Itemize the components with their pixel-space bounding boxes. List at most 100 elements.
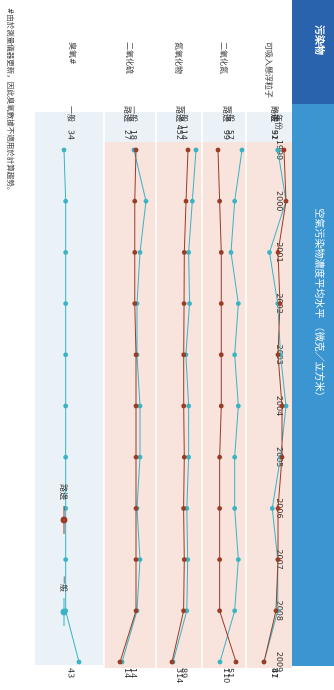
roadside-bands xyxy=(104,142,292,668)
data-point-general xyxy=(217,659,223,665)
data-point-general xyxy=(186,403,192,409)
data-point-general xyxy=(232,454,238,460)
series-name-label: 路邊 xyxy=(222,106,232,122)
data-point-general xyxy=(63,352,69,358)
start-value-label: 57 xyxy=(226,130,235,140)
data-labels: 52 47 91 81 57 51 99 110 114 89 452 314 18 14 27 14 34 43 xyxy=(67,125,280,684)
end-value-label: 14 xyxy=(123,668,132,678)
data-point-roadside xyxy=(185,147,191,153)
data-point-roadside xyxy=(217,198,223,204)
pollutant-label: 臭氧# xyxy=(68,42,78,65)
series-name-label: 一般 xyxy=(270,106,280,122)
data-point-roadside xyxy=(218,250,224,255)
data-point-general xyxy=(63,454,69,460)
roadside-band xyxy=(104,142,292,668)
data-point-roadside xyxy=(279,403,285,409)
data-point-roadside xyxy=(233,659,239,665)
data-point-roadside xyxy=(275,506,281,511)
year-tick-label: 2000 xyxy=(275,191,284,211)
data-point-general xyxy=(232,198,238,204)
pollutant-heading: 污染物 xyxy=(313,25,326,55)
pollutant-label: 二氧化氮 xyxy=(219,42,229,74)
data-point-roadside xyxy=(215,147,221,153)
series-name-label: 一般 xyxy=(129,106,139,122)
data-point-general xyxy=(193,147,199,153)
series-name-label: 路邊 xyxy=(123,106,133,122)
data-point-roadside xyxy=(217,557,223,562)
pollutant-heading-band xyxy=(292,0,334,104)
data-point-general xyxy=(63,557,69,562)
data-point-roadside xyxy=(218,301,224,307)
data-point-general xyxy=(228,250,234,255)
data-point-general xyxy=(269,506,275,511)
data-point-roadside xyxy=(183,198,189,204)
start-value-label: 52 xyxy=(270,130,279,140)
data-point-general xyxy=(137,454,143,460)
chart-title-band xyxy=(292,104,334,666)
data-point-roadside xyxy=(133,403,139,409)
year-tick-label: 2009 xyxy=(275,652,284,672)
start-value-label: 452 xyxy=(175,125,184,140)
data-point-roadside xyxy=(283,198,289,204)
series-name-label: 一般 xyxy=(180,106,190,122)
start-value-label: 34 xyxy=(67,130,76,140)
start-value-label: 18 xyxy=(129,130,138,140)
data-point-general xyxy=(186,250,192,255)
legend-roadside-label: 路邊 xyxy=(59,484,69,500)
data-point-roadside xyxy=(273,608,279,614)
pollutant-label: 可吸入懸浮粒子 xyxy=(264,42,274,98)
data-point-roadside xyxy=(133,608,139,614)
start-value-label: 99 xyxy=(222,130,231,140)
end-value-label: 81 xyxy=(270,668,279,678)
data-point-general xyxy=(235,557,241,562)
data-point-roadside xyxy=(275,250,281,255)
series-name-label: 一般 xyxy=(226,106,236,122)
data-point-roadside xyxy=(181,608,186,614)
data-point-roadside xyxy=(181,250,187,255)
data-point-general xyxy=(235,301,241,307)
data-point-roadside xyxy=(218,403,224,409)
data-point-general xyxy=(185,557,191,562)
pollutant-label: 二氧化硫 xyxy=(125,42,135,74)
data-point-general xyxy=(63,250,69,255)
start-value-label: 91 xyxy=(270,130,279,140)
pollutant-label: 氮氧化物 xyxy=(174,42,184,74)
data-point-general xyxy=(187,301,192,307)
start-value-label: 27 xyxy=(123,130,132,140)
series-name-label: 一般 xyxy=(67,106,77,122)
data-point-roadside xyxy=(133,557,139,562)
series-name-label: 路邊 xyxy=(175,106,185,122)
plot-area: 污染物 空氣污染物濃度平均水平 （微克／立方米） 年份 199920002001… xyxy=(6,8,326,683)
data-point-general xyxy=(189,198,195,204)
data-point-roadside xyxy=(133,454,139,460)
data-point-general xyxy=(137,403,143,409)
data-point-roadside xyxy=(281,147,287,153)
data-point-roadside xyxy=(133,147,139,153)
data-point-general xyxy=(63,198,69,204)
data-point-general xyxy=(232,352,238,358)
data-point-general xyxy=(239,147,245,153)
data-point-general xyxy=(63,403,69,409)
end-value-label: 51 xyxy=(226,668,235,678)
end-value-label: 89 xyxy=(180,668,189,678)
end-value-label: 14 xyxy=(129,668,138,678)
data-point-roadside xyxy=(117,659,123,665)
legend: 路邊 一般 xyxy=(59,484,69,626)
end-value-label: 110 xyxy=(222,668,231,683)
data-point-roadside xyxy=(133,506,139,511)
data-point-general xyxy=(267,250,272,255)
data-point-roadside xyxy=(169,659,175,665)
footnote: #由於測量儀器更新，因此臭氧數據不適用於計算趨勢。 xyxy=(6,8,16,194)
data-point-general xyxy=(76,659,82,665)
data-point-general xyxy=(232,608,238,614)
data-point-roadside xyxy=(217,454,223,460)
data-point-roadside xyxy=(275,557,281,562)
data-point-roadside xyxy=(181,403,187,409)
data-point-roadside xyxy=(132,250,138,255)
legend-roadside-marker xyxy=(60,516,68,524)
data-point-general xyxy=(137,250,143,255)
data-point-general xyxy=(63,301,69,307)
end-value-label: 47 xyxy=(270,668,279,678)
